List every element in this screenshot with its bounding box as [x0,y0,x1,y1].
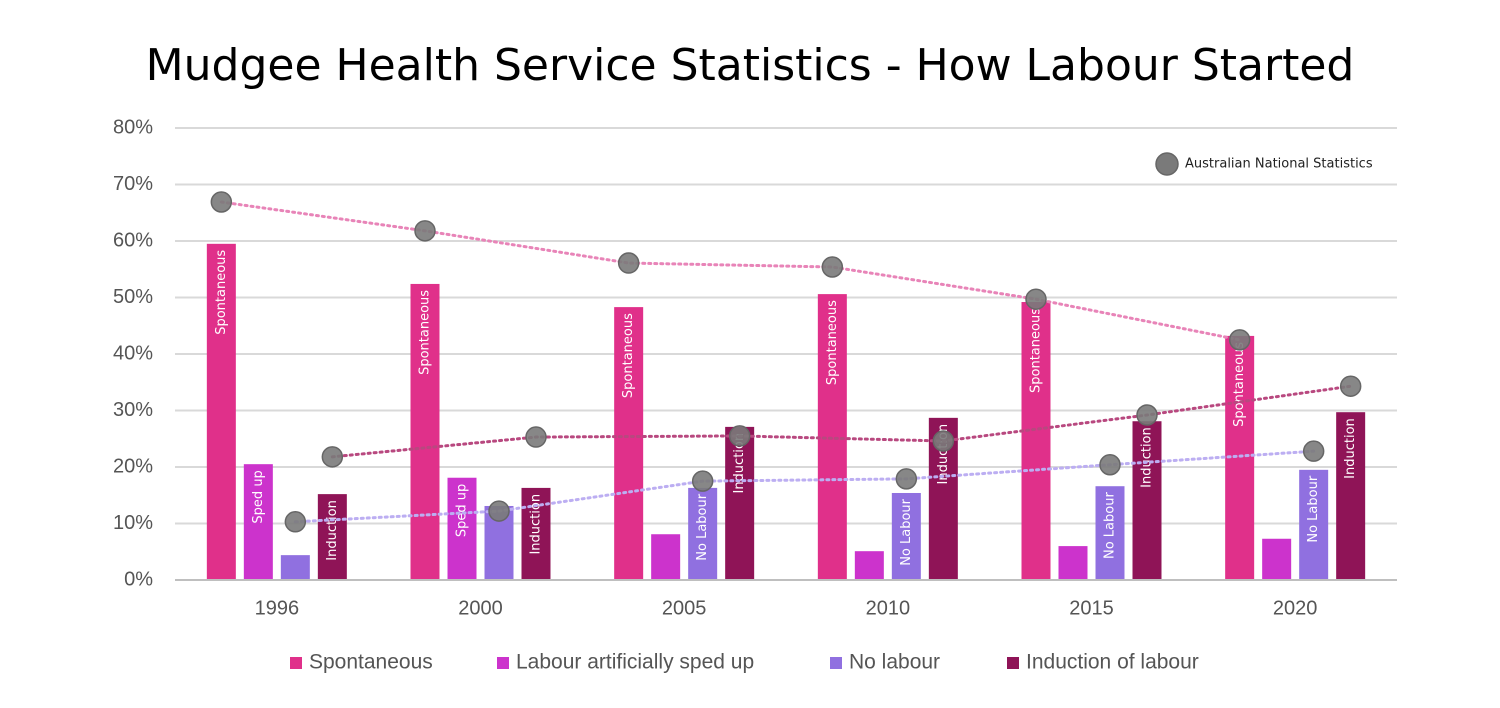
national-point [1302,440,1325,462]
y-tick-label: 80% [113,116,153,138]
bar-label: Induction [1140,427,1155,488]
trend-line [330,384,1353,459]
bar [280,555,310,580]
national-point [488,500,510,522]
x-tick-label: 1996 [255,597,300,619]
bar [1095,486,1125,580]
chart-title: Mudgee Health Service Statistics - How L… [146,40,1355,91]
national-point [821,256,844,278]
bar-label: Spontaneous [214,250,229,335]
bar-label: No Labour [1103,492,1118,559]
national-point [1025,288,1047,310]
bar [243,464,273,580]
legend-swatch [830,657,842,669]
x-tick-label: 2000 [458,597,503,619]
bar [1021,302,1051,580]
national-point [932,430,955,452]
national-point [284,511,307,533]
y-tick-label: 20% [113,455,153,477]
legend-label: Spontaneous [309,651,433,674]
bar [688,487,718,580]
legend-label: No labour [849,651,940,674]
bar [1299,469,1329,580]
national-point [617,252,640,274]
x-tick-label: 2010 [866,597,911,619]
legend-marker [1155,152,1179,176]
y-tick-label: 40% [113,342,153,364]
x-tick-label: 2015 [1069,597,1114,619]
legend-swatch [290,657,302,669]
bar-label: Induction [732,433,747,494]
trend-line [293,449,1316,524]
bar-label: No Labour [695,493,710,560]
national-point [525,426,547,448]
bar-label: Sped up [455,484,470,537]
x-tick-label: 2005 [662,597,707,619]
y-tick-label: 70% [113,173,153,195]
national-point [1228,329,1251,351]
bar [725,426,755,580]
bar-label: No Labour [899,498,914,565]
y-tick-label: 30% [113,399,153,421]
bar-label: No Labour [1306,475,1321,542]
national-point [1339,375,1362,397]
bar-label: Spontaneous [1232,342,1247,427]
bar [1262,538,1292,580]
bar [1058,546,1088,580]
bar [614,307,644,580]
y-tick-label: 0% [124,568,153,590]
bar-label: Sped up [251,470,266,523]
x-tick-label: 2020 [1273,597,1318,619]
national-point [210,191,233,213]
bar [447,477,477,580]
bar-label: Induction [325,500,340,561]
national-point [321,446,344,468]
bar-label: Spontaneous [825,300,840,385]
y-tick-label: 10% [113,512,153,534]
national-point [414,220,436,242]
national-point [1136,404,1158,426]
bar-label: Spontaneous [621,313,636,398]
bar [1132,421,1162,580]
national-point [1099,453,1121,476]
trend-line [219,200,1242,342]
legend-label: Induction of labour [1026,651,1199,674]
bar [206,243,236,580]
legend-label: Labour artificially sped up [516,651,754,674]
national-point [691,470,714,492]
national-point [728,425,751,447]
bar-label: Induction [1343,418,1358,479]
y-tick-label: 60% [113,229,153,251]
bar-label: Induction [529,494,544,555]
bar [1336,412,1366,580]
bar [854,551,884,580]
bar-label: Spontaneous [1029,308,1044,393]
bar [891,492,921,580]
y-tick-label: 50% [113,286,153,308]
legend-swatch [1007,657,1019,669]
bar [410,283,440,580]
legend-swatch [497,657,509,669]
legend-label: Australian National Statistics [1185,157,1373,172]
bar [651,534,681,580]
bar-label: Spontaneous [418,290,433,375]
national-point [895,468,918,490]
bar [317,494,347,580]
